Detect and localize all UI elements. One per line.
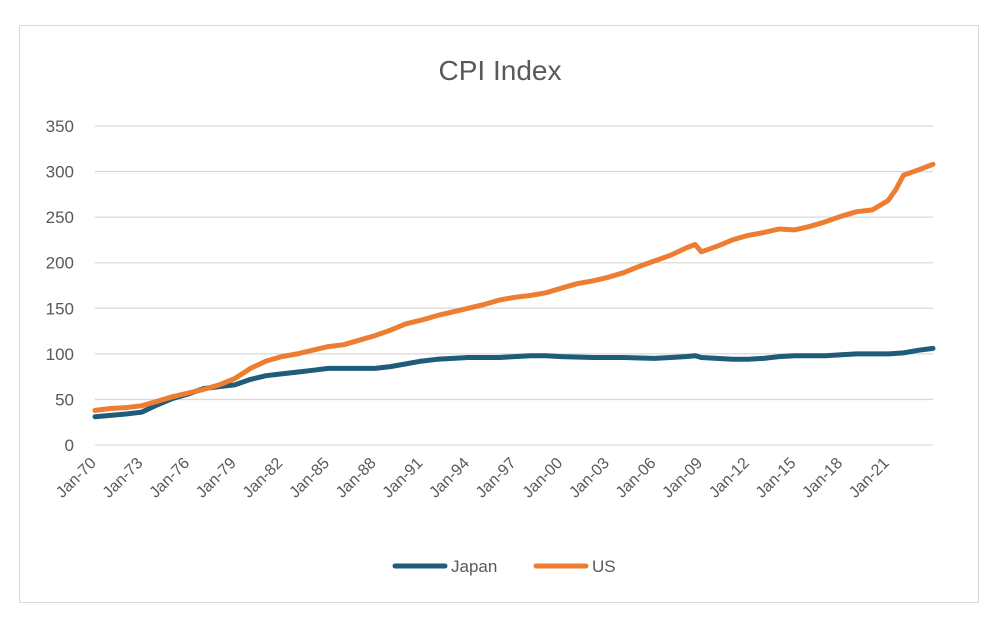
x-tick-label: Jan-18: [799, 455, 846, 502]
x-tick-label: Jan-06: [613, 455, 660, 502]
legend-label-japan: Japan: [451, 557, 497, 576]
y-tick-label: 300: [46, 163, 74, 182]
x-axis-labels: Jan-70 Jan-73 Jan-76 Jan-79 Jan-82 Jan-85 Jan-…: [53, 455, 893, 502]
x-tick-label: Jan-73: [100, 455, 147, 502]
legend: Japan US: [392, 557, 616, 576]
y-tick-label: 50: [55, 390, 74, 409]
x-tick-label: Jan-88: [333, 455, 380, 502]
y-tick-label: 250: [46, 208, 74, 227]
y-tick-label: 150: [46, 299, 74, 318]
series-line-japan: [92, 345, 936, 420]
x-tick-label: Jan-03: [566, 455, 613, 502]
gridlines: [95, 125, 933, 446]
y-tick-label: 200: [46, 254, 74, 273]
x-tick-label: Jan-70: [53, 455, 100, 502]
y-tick-label: 0: [65, 436, 74, 455]
x-tick-label: Jan-94: [426, 455, 473, 502]
chart-title: CPI Index: [439, 55, 562, 86]
x-tick-label: Jan-21: [846, 455, 893, 502]
x-tick-label: Jan-79: [193, 455, 240, 502]
x-tick-label: Jan-97: [473, 455, 520, 502]
x-tick-label: Jan-15: [753, 455, 800, 502]
x-tick-label: Jan-76: [146, 455, 193, 502]
series-line-us: [92, 161, 936, 413]
x-tick-label: Jan-85: [286, 455, 333, 502]
legend-label-us: US: [592, 557, 616, 576]
y-tick-label: 100: [46, 345, 74, 364]
x-tick-label: Jan-91: [380, 455, 427, 502]
chart-frame: [19, 25, 979, 603]
x-tick-label: Jan-00: [520, 455, 567, 502]
x-tick-label: Jan-82: [240, 455, 287, 502]
x-tick-label: Jan-12: [706, 455, 753, 502]
x-tick-label: Jan-09: [660, 455, 707, 502]
y-tick-label: 350: [46, 117, 74, 136]
y-axis-labels: 0 50 100 150 200 250 300 350: [46, 117, 74, 455]
series-lines: [92, 161, 936, 420]
